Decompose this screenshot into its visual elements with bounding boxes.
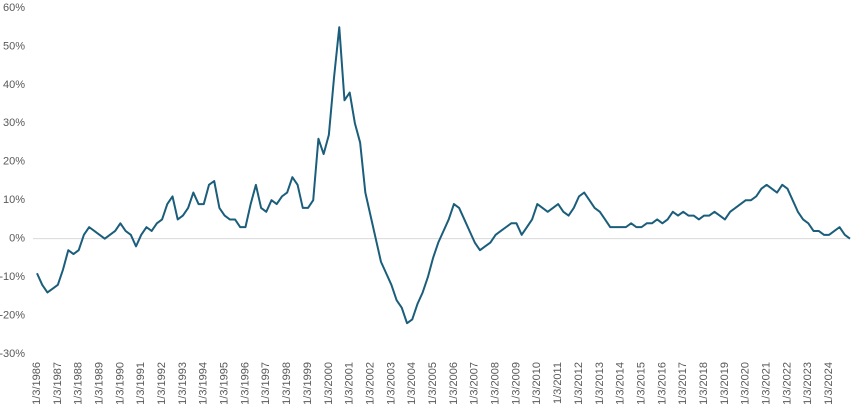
x-tick-label: 1/3/1994 <box>198 362 210 405</box>
x-tick-label: 1/3/2012 <box>573 362 585 405</box>
x-tick-label: 1/3/2021 <box>761 362 773 405</box>
x-tick-label: 1/3/2018 <box>698 362 710 405</box>
y-tick-label: 20% <box>3 156 25 168</box>
x-tick-label: 1/3/2013 <box>594 362 606 405</box>
x-tick-label: 1/3/1995 <box>219 362 231 405</box>
x-tick-label: 1/3/1993 <box>177 362 189 405</box>
y-tick-label: 50% <box>3 40 25 52</box>
x-tick-label: 1/3/1992 <box>156 362 168 405</box>
x-tick-label: 1/3/2010 <box>531 362 543 405</box>
x-tick-label: 1/3/1989 <box>93 362 105 405</box>
x-tick-label: 1/3/2015 <box>635 362 647 405</box>
x-tick-label: 1/3/2022 <box>781 362 793 405</box>
x-tick-label: 1/3/2006 <box>448 362 460 405</box>
x-tick-label: 1/3/2017 <box>677 362 689 405</box>
y-tick-label: -10% <box>0 271 25 283</box>
y-tick-label: -30% <box>0 348 25 360</box>
x-tick-label: 1/3/2016 <box>656 362 668 405</box>
x-tick-label: 1/3/1986 <box>31 362 43 405</box>
y-tick-label: -20% <box>0 309 25 321</box>
x-tick-label: 1/3/1987 <box>52 362 64 405</box>
x-tick-label: 1/3/1996 <box>239 362 251 405</box>
y-tick-label: 60% <box>3 2 25 14</box>
x-tick-label: 1/3/2019 <box>719 362 731 405</box>
x-tick-label: 1/3/2002 <box>364 362 376 405</box>
x-tick-label: 1/3/1990 <box>114 362 126 405</box>
x-tick-label: 1/3/2003 <box>385 362 397 405</box>
x-tick-label: 1/3/2007 <box>469 362 481 405</box>
line-series <box>36 26 851 325</box>
x-tick-label: 1/3/2011 <box>552 362 564 404</box>
x-tick-label: 1/3/2024 <box>823 362 835 405</box>
y-tick-label: 10% <box>3 194 25 206</box>
x-tick-label: 1/3/1998 <box>281 362 293 405</box>
x-tick-label: 1/3/2000 <box>323 362 335 405</box>
x-tick-label: 1/3/2020 <box>740 362 752 405</box>
x-tick-label: 1/3/2001 <box>344 362 356 405</box>
x-tick-label: 1/3/1988 <box>73 362 85 405</box>
x-tick-label: 1/3/1997 <box>260 362 272 405</box>
x-tick-label: 1/3/2004 <box>406 362 418 405</box>
y-tick-label: 30% <box>3 117 25 129</box>
x-tick-label: 1/3/1999 <box>302 362 314 405</box>
y-tick-label: 40% <box>3 79 25 91</box>
y-tick-label: 0% <box>9 233 25 245</box>
x-tick-label: 1/3/2014 <box>615 362 627 405</box>
x-tick-label: 1/3/1991 <box>135 362 147 405</box>
x-tick-label: 1/3/2008 <box>490 362 502 405</box>
x-tick-label: 1/3/2005 <box>427 362 439 405</box>
x-tick-label: 1/3/2023 <box>802 362 814 405</box>
x-tick-label: 1/3/2009 <box>510 362 522 405</box>
